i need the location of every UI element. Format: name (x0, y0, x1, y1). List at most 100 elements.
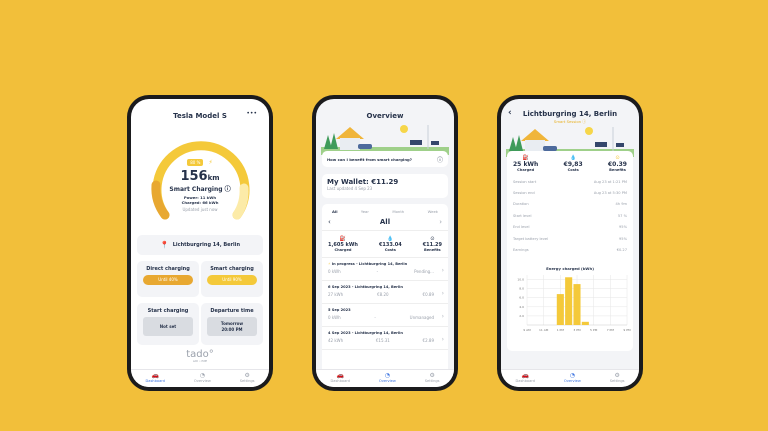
stat-value: €133.04 (378, 242, 402, 248)
power: Power: 11 kWh (183, 195, 217, 200)
filter-year[interactable]: Year (360, 209, 369, 214)
stat-value: €9,83 (563, 161, 583, 168)
tab-bar: 🚗 Dashboard ◔ Overview ⚙ Settings (501, 369, 639, 387)
detail-value: 57 % (617, 213, 627, 218)
tab-overview[interactable]: ◔ Overview (378, 372, 396, 383)
detail-row: Start level 57 % (513, 210, 627, 221)
tab-dashboard[interactable]: 🚗 Dashboard (330, 372, 350, 383)
session-subtitle[interactable]: Smart Session ⓘ (553, 119, 587, 124)
stat-label: Costs (567, 168, 579, 172)
tab-settings[interactable]: ⚙ Settings (424, 372, 440, 383)
detail-value: 4h 9m (615, 202, 628, 207)
start-label: Start charging (147, 308, 189, 314)
page-title: Tesla Model S (173, 112, 227, 120)
prev-period-icon[interactable]: ‹ (328, 218, 331, 226)
bolt-icon: ⚡ (328, 262, 331, 266)
x-tick-label: 7 PM (607, 328, 615, 332)
car-icon: 🚗 (336, 372, 344, 379)
session-row[interactable]: 5 Sep 2023 0 kWh - Unmanaged › (322, 304, 448, 327)
back-icon[interactable]: ‹ (508, 108, 512, 118)
detail-value: €0.27 (616, 248, 627, 253)
session-title: In progress - Lichtburgring 14, Berlin (331, 262, 408, 266)
x-tick-label: 9 AM (523, 328, 531, 332)
chart-title: Energy charged (kWh) (546, 265, 594, 271)
history-card: All Year Month Week ‹ All › ⛽ 1,605 kWh Ch… (322, 204, 448, 384)
detail-row: Target battery level 95% (513, 233, 627, 244)
location-card[interactable]: 📍 Lichtburgring 14, Berlin (137, 235, 263, 255)
tado-logo: tado° with ⚡ EWE (186, 349, 214, 363)
chevron-right-icon: › (441, 336, 444, 343)
x-tick-label: 1 PM (557, 328, 565, 332)
session-title: 4 Sep 2023 - Lichtburgring 14, Berlin (328, 331, 403, 335)
wallet-card[interactable]: My Wallet: €11.29 Last updated 4 Sep 23 (322, 174, 448, 198)
more-menu-icon[interactable]: ••• (246, 110, 257, 117)
tab-settings[interactable]: ⚙ Settings (239, 372, 255, 383)
phone-session: ‹ Lichtburgring 14, Berlin Smart Session… (497, 95, 643, 391)
detail-value: 95% (619, 236, 627, 241)
detail-label: End level (513, 225, 530, 230)
filter-month[interactable]: Month (392, 209, 405, 214)
period-label: All (379, 218, 391, 226)
departure-value[interactable]: Tomorrow 20:00 PM (207, 317, 257, 336)
range-value: 156 (180, 169, 208, 184)
y-tick-label: 4.0 (519, 305, 524, 309)
battery-percent: 80 % (187, 159, 204, 166)
direct-button[interactable]: Until 40% (143, 275, 193, 285)
gauge-icon: ◔ (199, 372, 205, 379)
filter-week[interactable]: Week (427, 209, 438, 214)
smart-button[interactable]: Until 90% (207, 275, 257, 285)
bar (565, 277, 573, 325)
tab-dashboard[interactable]: 🚗 Dashboard (145, 372, 165, 383)
gear-icon: ⚙ (429, 372, 435, 379)
start-value[interactable]: Not set (143, 317, 193, 336)
y-tick-label: 8.0 (519, 286, 524, 290)
wallet-balance: My Wallet: €11.29 (327, 178, 399, 186)
tab-settings[interactable]: ⚙ Settings (609, 372, 625, 383)
range-unit: km (207, 174, 220, 182)
session-kwh: 0 kWh (328, 315, 341, 320)
tab-dashboard[interactable]: 🚗 Dashboard (515, 372, 535, 383)
house-solar-illustration (321, 125, 449, 155)
info-icon[interactable]: ⓘ (436, 156, 443, 164)
direct-charging-card[interactable]: Direct charging Until 40% (137, 261, 199, 297)
start-charging-card[interactable]: Start charging Not set (137, 303, 199, 345)
flame-icon: 💧 (570, 155, 577, 161)
bolt-icon: ⚡ (208, 159, 213, 166)
plug-icon: ⛽ (522, 155, 529, 161)
detail-value: Aug 23 at 1:21 PM (593, 179, 627, 184)
session-cost: - (374, 315, 376, 320)
plug-icon: ⛽ (339, 236, 347, 242)
detail-label: Earnings (513, 248, 529, 253)
page-title: Overview (366, 112, 404, 120)
stat-label: Benefits (609, 168, 626, 172)
stat-label: Costs (384, 248, 396, 252)
tab-overview[interactable]: ◔ Overview (563, 372, 581, 383)
smart-charging-card[interactable]: Smart charging Until 90% (201, 261, 263, 297)
departure-card[interactable]: Departure time Tomorrow 20:00 PM (201, 303, 263, 345)
filter-all[interactable]: All (332, 209, 338, 214)
info-icon[interactable]: ⓘ (224, 186, 231, 193)
detail-value: Aug 23 at 5:30 PM (593, 191, 627, 196)
x-tick-label: 9 PM (623, 328, 631, 332)
session-kwh: 42 kWh (328, 338, 344, 343)
session-row[interactable]: 4 Sep 2023 - Lichtburgring 14, Berlin 42… (322, 327, 448, 350)
stat-value: €0.39 (608, 161, 627, 168)
help-card[interactable]: How can I benefit from smart charging? ⓘ (322, 151, 448, 167)
tab-overview[interactable]: ◔ Overview (193, 372, 211, 383)
session-row[interactable]: 6 Sep 2023 - Lichtburgring 14, Berlin 27… (322, 281, 448, 304)
stat-value: €11.29 (422, 242, 442, 248)
x-tick-label: 3 PM (573, 328, 581, 332)
charging-mode: Smart Charging (169, 186, 223, 193)
session-row[interactable]: ⚡ In progress - Lichtburgring 14, Berlin… (322, 258, 448, 281)
y-tick-label: 2.0 (519, 314, 524, 318)
x-tick-label: 5 PM (590, 328, 598, 332)
y-tick-label: 6.0 (519, 295, 524, 299)
car-icon: 🚗 (151, 372, 159, 379)
detail-label: Duration (513, 202, 529, 207)
next-period-icon[interactable]: › (439, 218, 442, 226)
stat-label: Charged (334, 248, 352, 252)
coin-icon: ⊙ (430, 236, 435, 242)
stats-row: ⛽ 1,605 kWh Charged 💧 €133.04 Costs ⊙ €11.29 B… (322, 231, 448, 258)
tab-bar: 🚗 Dashboard ◔ Overview ⚙ Settings (316, 369, 454, 387)
coin-icon: ⊙ (615, 155, 620, 161)
